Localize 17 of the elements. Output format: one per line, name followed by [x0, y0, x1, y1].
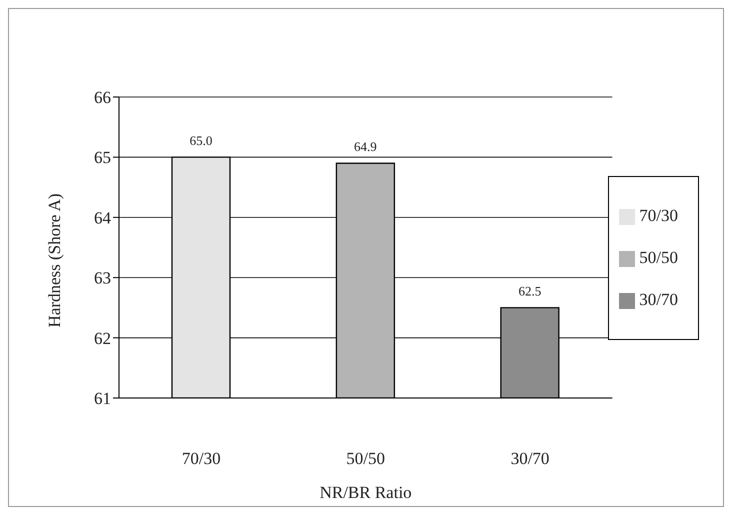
- legend-label: 50/50: [639, 248, 678, 266]
- x-tick-label: 30/70: [510, 449, 550, 468]
- x-tick-label: 70/30: [182, 449, 221, 468]
- data-label: 65.0: [190, 133, 212, 148]
- data-label: 62.5: [518, 284, 542, 299]
- legend-label: 30/70: [639, 290, 678, 308]
- data-label: 64.9: [354, 139, 377, 154]
- x-axis-title: NR/BR Ratio: [320, 483, 412, 502]
- legend-label: 70/30: [639, 206, 678, 224]
- y-tick-label: 65: [94, 148, 111, 168]
- y-tick-label: 63: [94, 268, 111, 288]
- y-tick-label: 61: [94, 389, 111, 408]
- y-tick-label: 62: [94, 328, 111, 348]
- y-axis-title: Hardness (Shore A): [45, 193, 64, 328]
- x-tick-label: 50/50: [346, 449, 385, 468]
- y-tick-label: 66: [94, 88, 111, 108]
- y-tick-label: 64: [94, 208, 112, 228]
